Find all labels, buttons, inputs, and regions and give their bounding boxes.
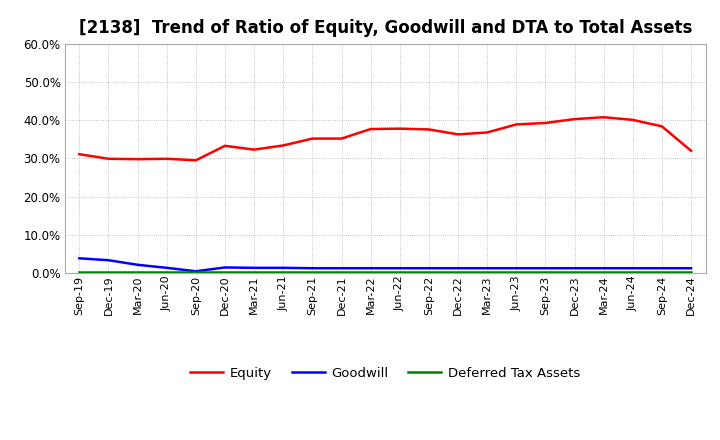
Goodwill (279, 265, 287, 271)
Equity (308, 136, 317, 141)
Equity (687, 148, 696, 154)
Goodwill (250, 265, 258, 271)
Deferred Tax Assets (425, 270, 433, 275)
Goodwill (657, 266, 666, 271)
Equity (425, 127, 433, 132)
Goodwill (366, 266, 375, 271)
Goodwill (570, 266, 579, 271)
Title: [2138]  Trend of Ratio of Equity, Goodwill and DTA to Total Assets: [2138] Trend of Ratio of Equity, Goodwil… (78, 19, 692, 37)
Deferred Tax Assets (657, 270, 666, 275)
Equity (75, 151, 84, 157)
Deferred Tax Assets (133, 270, 142, 275)
Deferred Tax Assets (366, 270, 375, 275)
Goodwill (425, 266, 433, 271)
Line: Goodwill: Goodwill (79, 258, 691, 271)
Goodwill (133, 262, 142, 268)
Goodwill (687, 266, 696, 271)
Goodwill (629, 266, 637, 271)
Equity (599, 114, 608, 120)
Deferred Tax Assets (483, 270, 492, 275)
Goodwill (308, 266, 317, 271)
Goodwill (512, 266, 521, 271)
Goodwill (541, 266, 550, 271)
Equity (541, 120, 550, 125)
Deferred Tax Assets (163, 270, 171, 275)
Deferred Tax Assets (250, 270, 258, 275)
Equity (104, 156, 113, 161)
Equity (220, 143, 229, 148)
Equity (570, 117, 579, 122)
Equity (657, 124, 666, 129)
Equity (250, 147, 258, 152)
Equity (192, 158, 200, 163)
Deferred Tax Assets (308, 270, 317, 275)
Deferred Tax Assets (192, 270, 200, 275)
Goodwill (483, 266, 492, 271)
Deferred Tax Assets (629, 270, 637, 275)
Equity (629, 117, 637, 122)
Deferred Tax Assets (687, 270, 696, 275)
Equity (395, 126, 404, 131)
Deferred Tax Assets (75, 270, 84, 275)
Equity (366, 126, 375, 132)
Equity (483, 130, 492, 135)
Deferred Tax Assets (220, 270, 229, 275)
Deferred Tax Assets (337, 270, 346, 275)
Goodwill (395, 266, 404, 271)
Equity (163, 156, 171, 161)
Equity (337, 136, 346, 141)
Equity (279, 143, 287, 148)
Line: Equity: Equity (79, 117, 691, 160)
Legend: Equity, Goodwill, Deferred Tax Assets: Equity, Goodwill, Deferred Tax Assets (185, 362, 585, 385)
Goodwill (337, 266, 346, 271)
Goodwill (599, 266, 608, 271)
Equity (454, 132, 462, 137)
Equity (512, 122, 521, 127)
Goodwill (163, 265, 171, 271)
Deferred Tax Assets (454, 270, 462, 275)
Equity (133, 157, 142, 162)
Deferred Tax Assets (599, 270, 608, 275)
Deferred Tax Assets (570, 270, 579, 275)
Goodwill (104, 257, 113, 263)
Goodwill (454, 266, 462, 271)
Goodwill (192, 269, 200, 274)
Goodwill (220, 265, 229, 270)
Deferred Tax Assets (104, 270, 113, 275)
Deferred Tax Assets (541, 270, 550, 275)
Deferred Tax Assets (395, 270, 404, 275)
Goodwill (75, 256, 84, 261)
Deferred Tax Assets (279, 270, 287, 275)
Deferred Tax Assets (512, 270, 521, 275)
